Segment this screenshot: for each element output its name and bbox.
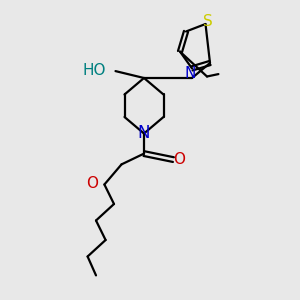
Text: HO: HO [83, 63, 106, 78]
Text: N: N [138, 124, 150, 142]
Text: N: N [185, 66, 196, 81]
Text: O: O [173, 152, 185, 166]
Text: S: S [203, 14, 213, 28]
Text: O: O [86, 176, 98, 190]
